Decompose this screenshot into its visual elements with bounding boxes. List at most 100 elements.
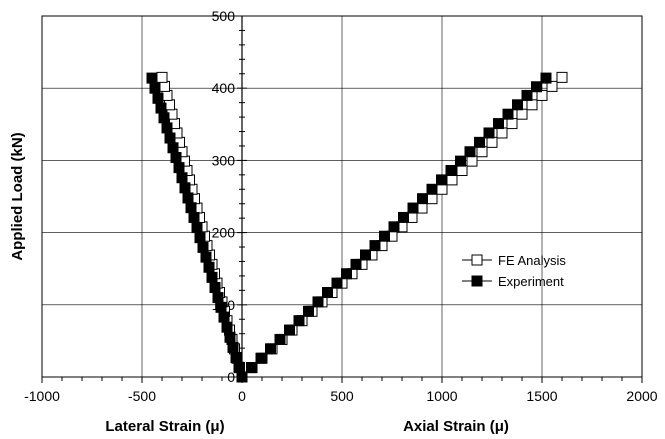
data-point bbox=[388, 221, 400, 233]
data-point bbox=[230, 352, 242, 364]
data-point bbox=[149, 82, 161, 94]
y-axis-title: Applied Load (kN) bbox=[9, 132, 26, 260]
x-axis-title-axial: Axial Strain (μ) bbox=[403, 418, 509, 435]
x-tick-label: 1000 bbox=[426, 388, 457, 404]
data-point bbox=[506, 118, 518, 130]
data-point bbox=[164, 132, 176, 144]
data-point bbox=[436, 183, 448, 195]
y-tick-label: 400 bbox=[212, 80, 236, 96]
data-point bbox=[265, 343, 276, 355]
axes: -1000-5000500100015002000010020030040050… bbox=[24, 8, 658, 404]
data-point bbox=[221, 321, 233, 333]
data-point bbox=[200, 251, 212, 263]
data-point bbox=[398, 211, 409, 223]
data-point bbox=[476, 146, 488, 158]
data-point bbox=[312, 296, 324, 308]
data-point bbox=[426, 193, 438, 205]
data-point bbox=[152, 92, 164, 104]
data-point bbox=[350, 258, 362, 270]
x-tick-label: -500 bbox=[128, 388, 156, 404]
data-point bbox=[215, 301, 227, 313]
legend-item-experiment: Experiment bbox=[462, 274, 564, 289]
y-tick-label: 200 bbox=[212, 225, 236, 241]
y-tick-label: 0 bbox=[227, 369, 235, 385]
data-point bbox=[466, 155, 478, 167]
data-point bbox=[526, 99, 538, 111]
data-point bbox=[322, 287, 333, 299]
x-tick-label: 500 bbox=[330, 388, 354, 404]
series-experiment bbox=[146, 72, 552, 383]
data-point bbox=[197, 241, 209, 253]
axis-titles: Applied Load (kN) Lateral Strain (μ) Axi… bbox=[9, 132, 509, 435]
data-point bbox=[407, 202, 419, 214]
grid bbox=[41, 15, 643, 378]
data-point bbox=[426, 183, 438, 195]
data-point bbox=[185, 202, 197, 214]
data-point bbox=[455, 155, 466, 167]
data-point bbox=[167, 142, 179, 154]
data-point bbox=[369, 240, 381, 252]
legend-marker-fe-analysis bbox=[471, 254, 483, 266]
legend-item-fe-analysis: FE Analysis bbox=[462, 253, 566, 268]
data-point bbox=[446, 174, 458, 186]
legend-marker-experiment bbox=[471, 275, 483, 287]
data-point bbox=[224, 331, 236, 343]
data-point bbox=[540, 72, 552, 84]
data-point bbox=[212, 292, 224, 304]
x-tick-label: 2000 bbox=[626, 388, 657, 404]
x-tick-label: 1500 bbox=[526, 388, 557, 404]
data-point bbox=[236, 371, 248, 383]
data-point bbox=[483, 127, 495, 139]
data-point bbox=[209, 281, 221, 293]
data-point bbox=[516, 108, 528, 120]
data-point bbox=[191, 222, 203, 234]
data-point bbox=[158, 112, 170, 124]
y-tick-label: 500 bbox=[212, 8, 236, 24]
data-point bbox=[531, 81, 542, 93]
data-point bbox=[331, 277, 343, 289]
data-point bbox=[155, 102, 167, 114]
data-point bbox=[203, 261, 215, 273]
data-point bbox=[161, 122, 173, 134]
data-point bbox=[493, 118, 504, 130]
data-point bbox=[436, 174, 447, 186]
data-point bbox=[182, 192, 194, 204]
data-point bbox=[502, 108, 514, 120]
data-point bbox=[218, 311, 230, 323]
x-axis-title-lateral: Lateral Strain (μ) bbox=[105, 418, 224, 435]
data-point bbox=[274, 333, 286, 345]
x-tick-label: -1000 bbox=[24, 388, 60, 404]
data-point bbox=[496, 127, 508, 139]
data-point bbox=[445, 165, 457, 177]
legend-label-experiment: Experiment bbox=[498, 274, 564, 289]
data-point bbox=[233, 361, 245, 373]
data-point bbox=[417, 193, 428, 205]
data-point bbox=[194, 232, 206, 244]
y-tick-label: 300 bbox=[212, 152, 236, 168]
data-point bbox=[255, 352, 267, 364]
data-point bbox=[173, 162, 185, 174]
data-point bbox=[246, 362, 257, 374]
data-point bbox=[360, 249, 371, 261]
legend: FE Analysis Experiment bbox=[462, 253, 566, 289]
data-point bbox=[546, 80, 558, 92]
data-point bbox=[474, 136, 485, 148]
data-point bbox=[156, 71, 168, 83]
x-tick-label: 0 bbox=[238, 388, 246, 404]
data-point bbox=[293, 315, 305, 327]
data-point bbox=[379, 230, 390, 242]
data-point bbox=[556, 71, 568, 83]
data-point bbox=[341, 268, 352, 280]
legend-label-fe-analysis: FE Analysis bbox=[498, 253, 566, 268]
data-point bbox=[303, 305, 314, 317]
data-point bbox=[188, 211, 200, 223]
data-point bbox=[146, 72, 158, 84]
data-point bbox=[464, 146, 476, 158]
data-point bbox=[486, 136, 498, 148]
data-point bbox=[521, 89, 533, 101]
data-point bbox=[159, 80, 170, 92]
data-point bbox=[512, 99, 523, 111]
series-layer bbox=[146, 71, 568, 383]
data-point bbox=[227, 341, 239, 353]
